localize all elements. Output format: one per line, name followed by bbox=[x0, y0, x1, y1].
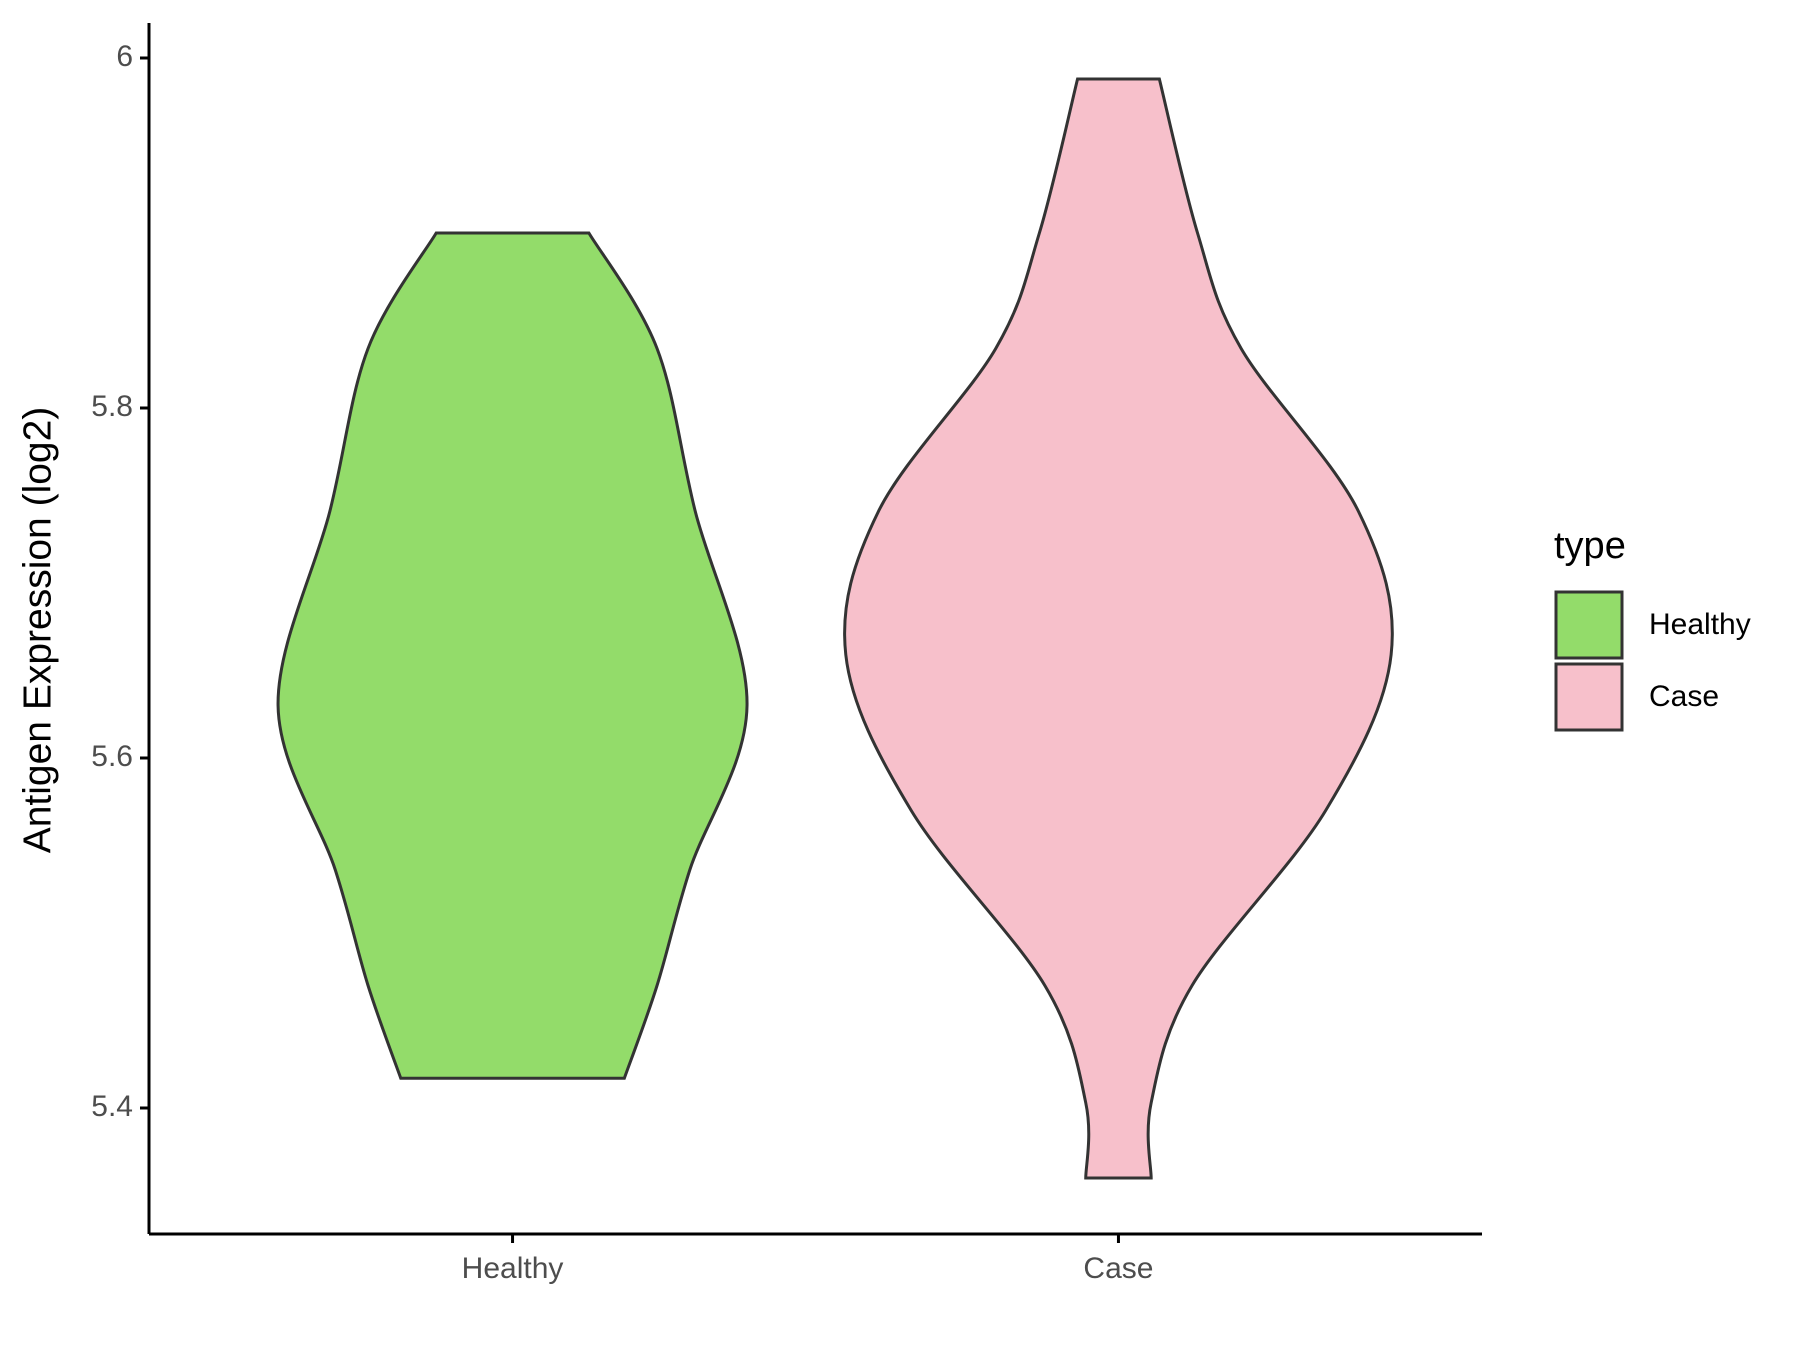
y-tick-label: 5.6 bbox=[91, 740, 133, 773]
legend-label: Case bbox=[1649, 680, 1719, 713]
violin bbox=[276, 231, 749, 1080]
legend-label: Healthy bbox=[1649, 608, 1751, 641]
y-tick-label: 5.4 bbox=[91, 1090, 133, 1123]
y-tick-label: 6 bbox=[116, 40, 133, 73]
y-axis-title: Antigen Expression (log2) bbox=[16, 407, 59, 854]
x-tick-label: Case bbox=[1083, 1252, 1153, 1285]
violin bbox=[843, 77, 1394, 1180]
legend-key bbox=[1554, 590, 1624, 660]
legend-title: type bbox=[1554, 525, 1626, 567]
x-tick-label: Healthy bbox=[462, 1252, 564, 1285]
legend-key bbox=[1554, 662, 1624, 732]
y-tick-label: 5.8 bbox=[91, 390, 133, 423]
